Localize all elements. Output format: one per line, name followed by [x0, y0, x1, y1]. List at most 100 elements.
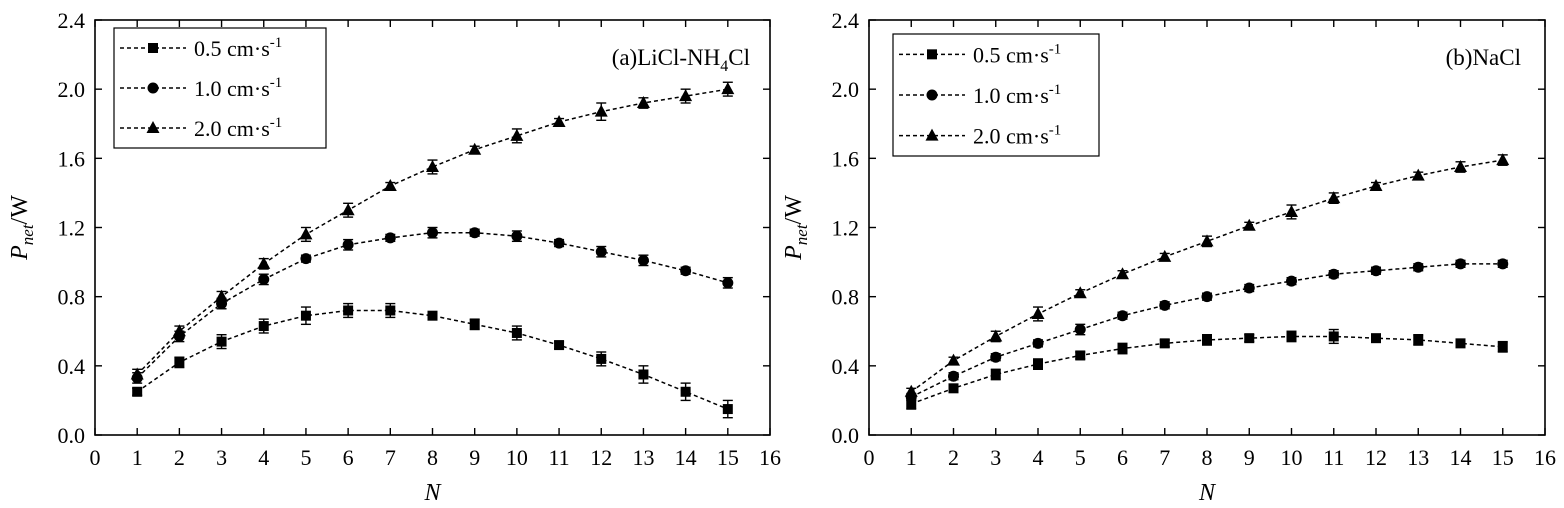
panel-a-legend: 0.5 cm·s-11.0 cm·s-12.0 cm·s-1 [113, 27, 327, 149]
panel-a-series-0-point [258, 321, 269, 332]
panel-b-series-2-line [910, 159, 1503, 393]
panel-b-series-1-point [1412, 261, 1424, 273]
panel-a-series-0-point [300, 310, 311, 321]
panel-a-x-tick-label: 7 [385, 445, 396, 470]
panel-a-series-2-point [299, 227, 313, 240]
panel-b-y-tick-label: 0.8 [832, 285, 860, 310]
panel-a-series-0-point [385, 305, 396, 316]
panel-a-title-tail: Cl [728, 45, 750, 70]
panel-b-series-2-point [947, 353, 960, 366]
panel-a-series-0-point [343, 305, 354, 316]
panel-b-series-0-point [1497, 341, 1508, 352]
panel-a-x-tick-label: 0 [90, 445, 101, 470]
panel-a-x-tick-label: 13 [632, 445, 654, 470]
panel-a-y-axis-label: Pnet/W [7, 195, 37, 261]
panel-a-series-1-point [595, 246, 607, 258]
panel-b-series-2 [904, 153, 1510, 397]
panel-a-series-1-point [258, 273, 270, 285]
panel-a-series-1-point [680, 265, 692, 277]
panel-b-series-0-point [1033, 359, 1043, 370]
panel-b-series-1-point [1243, 282, 1255, 294]
panel-b-series-1-point [990, 351, 1002, 363]
panel-b-series-1-point [1328, 268, 1340, 280]
panel-a-series-2-point [594, 104, 608, 117]
panel-a-y-tick-label: 0.0 [58, 423, 86, 448]
panel-a-chart: 0 1 2 3 4 5 6 7 8 9 10 11 12 13 14 15 160.00.40.81.21.62… [7, 8, 781, 506]
panel-b-series-0-point [1075, 350, 1086, 361]
panel-b-y-tick-label: 0.4 [832, 354, 860, 379]
panel-a-x-tick-label: 3 [216, 445, 227, 470]
panel-a-series-1-point [342, 239, 354, 251]
panel-a-series-2-point [552, 115, 566, 128]
panel-a-series-1-point [427, 227, 438, 239]
panel-a-series-1-point [384, 232, 396, 244]
panel-b-series-2-point [1158, 249, 1172, 262]
panel-b-legend-label-1-sup: -1 [1049, 82, 1062, 98]
panel-b-title-main: (b)NaCl [1446, 45, 1521, 70]
panel-b-y-tick-label: 2.0 [832, 77, 860, 102]
panel-a-series-1-point [511, 230, 523, 242]
panel-a-series-2-point [172, 324, 186, 337]
panel-a-x-tick-label: 15 [717, 445, 739, 470]
panel-b-x-tick-label: 14 [1450, 445, 1472, 470]
panel-b-series-1 [905, 258, 1509, 403]
panel-b-legend-label-2-sup: -1 [1049, 123, 1062, 139]
panel-a-series-0-point [680, 386, 691, 397]
panel-a-x-tick-label: 5 [300, 445, 311, 470]
panel-a-y-label-main: P [7, 245, 33, 261]
panel-b-x-tick-label: 3 [990, 445, 1001, 470]
panel-b-x-tick-label: 11 [1323, 445, 1344, 470]
panel-b-legend-label-0-sup: -1 [1049, 41, 1062, 57]
panel-b-x-tick-label: 1 [906, 445, 917, 470]
panel-b-series-1-point [1201, 291, 1213, 303]
panel-b-series-0-point [1159, 338, 1170, 349]
panel-a-series-2-point [679, 89, 693, 102]
panel-b-series-0-point [1202, 334, 1212, 345]
panel-a-series-2-point [636, 96, 650, 108]
panel-a-series-2-point [341, 203, 355, 216]
panel-a-series-0-point [174, 357, 185, 368]
panel-b-series-0-point [1328, 331, 1339, 342]
panel-b-y-axis-label: Pnet/W [781, 195, 811, 261]
panel-b-legend-label-2-main: 2.0 cm·s [973, 124, 1049, 149]
panel-b-series-2-point [1031, 306, 1045, 319]
panel-a-x-tick-label: 8 [427, 445, 438, 470]
panel-b-legend-label-2: 2.0 cm·s-1 [973, 123, 1061, 149]
panel-a-legend-label-0-main: 0.5 cm·s [194, 36, 270, 61]
panel-b-series-2-point [1454, 159, 1467, 172]
panel-a-series-0-line [136, 309, 729, 410]
panel-b-x-tick-label: 2 [948, 445, 959, 470]
panel-a-series-0-point [596, 353, 607, 364]
panel-b-legend-label-1-main: 1.0 cm·s [973, 83, 1049, 108]
panel-b-y-label-unit: /W [781, 195, 807, 225]
panel-a-series-0-point [554, 340, 565, 351]
panel-a-series-1-point [469, 227, 481, 239]
panel-b-series-0-point [906, 398, 917, 409]
panel-b-series-2-point [1369, 179, 1383, 191]
panel-b-y-tick-label: 1.2 [832, 216, 860, 241]
panel-a-y-tick-label: 2.0 [58, 77, 86, 102]
panel-b-series-1-point [1370, 265, 1382, 277]
panel-a-series-1-point [637, 254, 649, 266]
panel-a-title: (a)LiCl-NH4Cl [612, 45, 750, 75]
panel-b-series-0-point [1371, 333, 1381, 344]
panel-a-legend-marker-1 [147, 82, 159, 94]
panel-b-legend-label-0-main: 0.5 cm·s [973, 42, 1049, 67]
panel-b-x-tick-label: 8 [1202, 445, 1213, 470]
panel-b-legend: 0.5 cm·s-11.0 cm·s-12.0 cm·s-1 [892, 33, 1100, 157]
panel-b-x-tick-label: 6 [1117, 445, 1128, 470]
panel-a-legend-marker-2 [146, 121, 160, 133]
panel-a-series-2-point [468, 142, 482, 155]
panel-b-series-1-line [910, 263, 1503, 398]
panel-b-series-1-point [1074, 324, 1086, 336]
panel-b-series-1-point [1455, 258, 1466, 270]
panel-a-legend-label-1-sup: -1 [270, 75, 283, 91]
panel-a-series-2-point [130, 367, 144, 380]
panel-a-series-2-point [215, 289, 229, 302]
panel-a-x-tick-label: 6 [343, 445, 354, 470]
panel-a-x-tick-label: 14 [675, 445, 697, 470]
panel-a-series-1-point [722, 277, 734, 289]
panel-a-y-label-sub: net [18, 223, 37, 245]
panel-a-x-tick-label: 4 [258, 445, 269, 470]
